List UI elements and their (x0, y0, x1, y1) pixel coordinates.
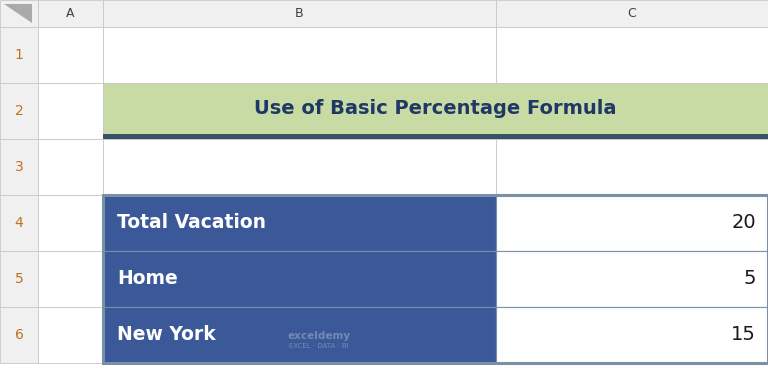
Bar (38, 0, 103, 27)
Bar (0, 139, 38, 195)
Bar (38, 27, 103, 83)
Bar (496, 0, 768, 27)
Bar (103, 134, 768, 139)
Bar (103, 307, 496, 363)
Bar (496, 307, 768, 363)
Bar (38, 195, 103, 251)
Bar (496, 139, 768, 195)
Bar (103, 27, 496, 83)
Bar (0, 0, 38, 27)
Bar (496, 307, 768, 363)
Text: 5: 5 (15, 272, 23, 286)
Bar (496, 251, 768, 307)
Bar (103, 83, 496, 139)
Bar (38, 139, 103, 195)
Text: Use of Basic Percentage Formula: Use of Basic Percentage Formula (254, 99, 617, 118)
Text: A: A (66, 7, 74, 20)
Bar (0, 27, 38, 83)
Text: 20: 20 (731, 214, 756, 232)
Text: 2: 2 (15, 104, 23, 118)
Bar (496, 83, 768, 139)
Bar (103, 139, 496, 195)
Bar (0, 83, 38, 139)
Bar (103, 195, 496, 251)
Polygon shape (4, 4, 32, 23)
Bar (38, 83, 103, 139)
Bar (0, 251, 38, 307)
Text: exceldemy: exceldemy (287, 331, 351, 341)
Bar (0, 195, 38, 251)
Text: New York: New York (117, 326, 216, 344)
Bar (38, 307, 103, 363)
Bar (496, 195, 768, 251)
Text: 4: 4 (15, 216, 23, 230)
Bar (496, 195, 768, 251)
Bar (496, 27, 768, 83)
Text: 3: 3 (15, 160, 23, 174)
Text: Total Vacation: Total Vacation (117, 214, 266, 232)
Text: B: B (295, 7, 304, 20)
Text: Home: Home (117, 270, 177, 288)
Text: 1: 1 (15, 48, 24, 62)
Text: EXCEL · DATA · BI: EXCEL · DATA · BI (290, 343, 349, 349)
Bar (103, 195, 496, 251)
Bar (103, 307, 496, 363)
Text: 6: 6 (15, 328, 24, 342)
Bar (0, 307, 38, 363)
Bar (103, 0, 496, 27)
Bar (496, 251, 768, 307)
Bar (103, 195, 768, 363)
Text: 5: 5 (743, 270, 756, 288)
Bar (38, 251, 103, 307)
Bar (103, 251, 496, 307)
Bar (103, 83, 768, 139)
Text: 15: 15 (731, 326, 756, 344)
Text: C: C (627, 7, 637, 20)
Bar (103, 251, 496, 307)
